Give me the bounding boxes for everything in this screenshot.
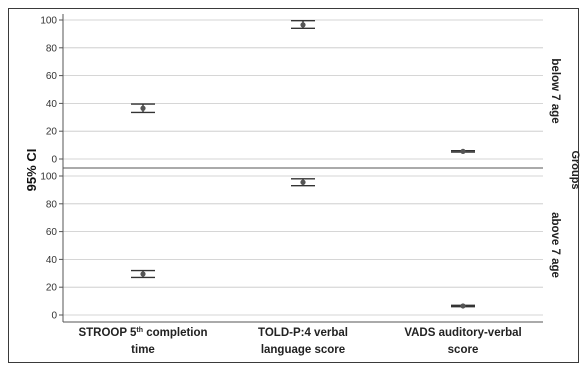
x-category-label-line2: time <box>131 344 155 356</box>
x-category-label-line2: language score <box>261 344 345 356</box>
y-tick-label: 60 <box>46 71 58 82</box>
y-tick-label: 80 <box>46 43 58 54</box>
y-tick-label: 60 <box>46 227 58 238</box>
x-category-label-line2: score <box>448 344 479 356</box>
mean-point <box>460 303 466 309</box>
x-category-label: TOLD-P:4 verbal <box>258 327 348 339</box>
figure-border <box>8 8 579 363</box>
y-tick-label: 20 <box>46 127 58 138</box>
y-tick-label: 40 <box>46 99 58 110</box>
y-tick-label: 100 <box>40 172 57 183</box>
x-category-label: STROOP 5th completion <box>78 327 207 339</box>
y-tick-label: 0 <box>51 311 57 322</box>
panel-label: above 7 age <box>549 212 561 278</box>
mean-point <box>140 105 146 111</box>
mean-point <box>300 22 306 28</box>
y-tick-label: 80 <box>46 199 58 210</box>
y-axis-label: 95% CI <box>24 149 39 192</box>
mean-point <box>300 179 306 185</box>
panel-0: 0 20 40 60 80 100 below 7 age <box>40 14 561 169</box>
panel-label: below 7 age <box>549 58 561 123</box>
y-tick-label: 0 <box>51 155 57 166</box>
panels: 0 20 40 60 80 100 below 7 age 0 20 40 60 80 100 above… <box>40 14 561 323</box>
panel-1: 0 20 40 60 80 100 above 7 age <box>40 168 561 323</box>
x-category-labels: STROOP 5th completion time TOLD-P:4 verbal… <box>78 327 521 356</box>
facet-axis-label: Groups <box>569 150 581 189</box>
y-tick-label: 100 <box>40 16 57 27</box>
x-category-label: VADS auditory-verbal <box>404 327 521 339</box>
y-tick-label: 20 <box>46 283 58 294</box>
mean-point <box>140 271 146 277</box>
mean-point <box>460 148 466 154</box>
y-tick-label: 40 <box>46 255 58 266</box>
